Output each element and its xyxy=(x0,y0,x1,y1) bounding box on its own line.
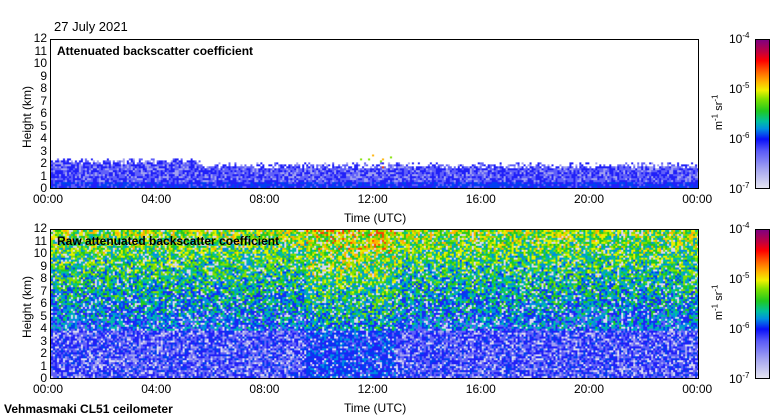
colorbar-tick-base: 10 xyxy=(729,32,742,46)
heatmap-panel-2: Raw attenuated backscatter coefficient xyxy=(50,229,699,379)
y-tick-label: 2 xyxy=(40,156,47,170)
colorbar-tick-base: 10 xyxy=(729,182,742,196)
colorbar-tick-exponent: -7 xyxy=(742,181,749,190)
y-tick-label: 5 xyxy=(40,309,47,323)
unit-m: m xyxy=(713,121,725,130)
colorbar-tick-label: 10-4 xyxy=(729,31,749,46)
y-tick-label: 9 xyxy=(40,259,47,273)
colorbar-tick-label: 10-7 xyxy=(729,371,749,386)
y-tick-label: 11 xyxy=(35,44,47,58)
colorbar-tick-label: 10-6 xyxy=(729,131,749,146)
x-tick-label: 12:00 xyxy=(358,382,388,396)
x-tick-label: 20:00 xyxy=(574,382,604,396)
colorbar-tick-exponent: -6 xyxy=(742,131,749,140)
x-tick-label: 04:00 xyxy=(141,192,171,206)
unit-m-exp: -1 xyxy=(711,114,720,121)
y-tick-label: 9 xyxy=(40,69,47,83)
x-axis-label: Time (UTC) xyxy=(344,211,406,225)
x-tick-label: 00:00 xyxy=(682,382,712,396)
heatmap-image xyxy=(51,40,698,188)
colorbar-tick-base: 10 xyxy=(729,132,742,146)
heatmap-panel-1: Attenuated backscatter coefficient xyxy=(50,39,699,189)
y-tick-label: 5 xyxy=(40,119,47,133)
colorbar-unit-label: m-1 sr-1 xyxy=(711,95,726,131)
x-tick-label: 04:00 xyxy=(141,382,171,396)
unit-m: m xyxy=(713,311,725,320)
x-axis-label: Time (UTC) xyxy=(344,401,406,415)
y-tick-label: 4 xyxy=(40,321,47,335)
colorbar-tick-exponent: -4 xyxy=(742,221,749,230)
x-tick-label: 16:00 xyxy=(466,192,496,206)
y-tick-label: 7 xyxy=(40,284,47,298)
unit-m-exp: -1 xyxy=(711,304,720,311)
panel-title: Raw attenuated backscatter coefficient xyxy=(57,234,279,248)
y-tick-label: 12 xyxy=(34,31,47,45)
x-tick-label: 16:00 xyxy=(466,382,496,396)
x-tick-label: 20:00 xyxy=(574,192,604,206)
colorbar-tick-exponent: -5 xyxy=(742,271,749,280)
y-tick-label: 6 xyxy=(40,296,47,310)
colorbar-tick-label: 10-7 xyxy=(729,181,749,196)
colorbar-tick-base: 10 xyxy=(729,82,742,96)
y-tick-label: 3 xyxy=(40,144,47,158)
colorbar xyxy=(755,39,770,189)
instrument-label: Vehmasmaki CL51 ceilometer xyxy=(4,402,173,416)
y-tick-label: 4 xyxy=(40,131,47,145)
y-tick-label: 1 xyxy=(40,169,47,183)
y-tick-label: 12 xyxy=(34,221,47,235)
colorbar-tick-label: 10-5 xyxy=(729,271,749,286)
y-axis-label: Height (km) xyxy=(20,78,34,148)
y-tick-label: 8 xyxy=(40,271,47,285)
unit-sr: sr xyxy=(713,102,725,111)
y-tick-label: 6 xyxy=(40,106,47,120)
y-tick-label: 7 xyxy=(40,94,47,108)
x-tick-label: 08:00 xyxy=(249,382,279,396)
colorbar-tick-exponent: -5 xyxy=(742,81,749,90)
colorbar-tick-base: 10 xyxy=(729,322,742,336)
unit-sr-exp: -1 xyxy=(711,285,720,292)
colorbar-unit-label: m-1 sr-1 xyxy=(711,285,726,321)
y-tick-label: 1 xyxy=(40,359,47,373)
colorbar-tick-base: 10 xyxy=(729,272,742,286)
y-tick-label: 3 xyxy=(40,334,47,348)
x-tick-label: 00:00 xyxy=(682,192,712,206)
colorbar-tick-base: 10 xyxy=(729,372,742,386)
heatmap-image xyxy=(51,230,698,378)
colorbar-tick-exponent: -4 xyxy=(742,31,749,40)
x-tick-label: 00:00 xyxy=(33,192,63,206)
colorbar-tick-exponent: -7 xyxy=(742,371,749,380)
y-tick-label: 2 xyxy=(40,346,47,360)
colorbar xyxy=(755,229,770,379)
colorbar-tick-label: 10-6 xyxy=(729,321,749,336)
unit-sr-exp: -1 xyxy=(711,95,720,102)
date-label: 27 July 2021 xyxy=(54,19,128,34)
unit-sr: sr xyxy=(713,292,725,301)
x-tick-label: 12:00 xyxy=(358,192,388,206)
panel-title: Attenuated backscatter coefficient xyxy=(57,44,253,58)
y-tick-label: 10 xyxy=(34,246,47,260)
y-tick-label: 10 xyxy=(34,56,47,70)
colorbar-tick-exponent: -6 xyxy=(742,321,749,330)
colorbar-tick-base: 10 xyxy=(729,222,742,236)
colorbar-tick-label: 10-4 xyxy=(729,221,749,236)
y-tick-label: 8 xyxy=(40,81,47,95)
x-tick-label: 00:00 xyxy=(33,382,63,396)
y-axis-label: Height (km) xyxy=(20,268,34,338)
colorbar-tick-label: 10-5 xyxy=(729,81,749,96)
x-tick-label: 08:00 xyxy=(249,192,279,206)
y-tick-label: 11 xyxy=(35,234,47,248)
